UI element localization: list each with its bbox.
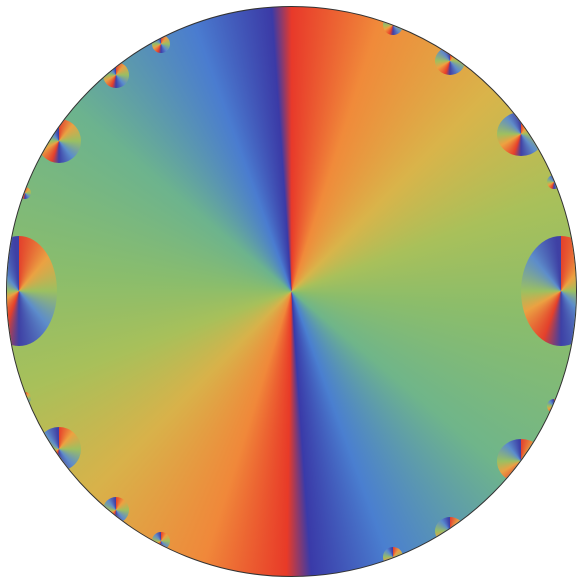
edge-feature: [152, 35, 170, 53]
edge-feature: [547, 175, 561, 189]
edge-feature: [19, 392, 31, 404]
edge-feature: [547, 399, 561, 413]
edge-feature: [497, 112, 545, 156]
edge-feature: [37, 119, 81, 163]
page: {} html, body { margin: 0; padding: 0; w…: [0, 0, 581, 582]
edge-feature: [37, 427, 81, 471]
domain-coloring-disk: [6, 6, 577, 577]
edge-feature: [435, 517, 465, 545]
edge-feature: [435, 47, 465, 75]
edge-feature: [152, 532, 170, 550]
edge-feature: [19, 187, 31, 199]
edge-feature: [383, 15, 403, 35]
body: [0, 0, 581, 582]
edge-feature: [383, 547, 403, 567]
edge-feature: [103, 497, 129, 523]
edge-feature: [521, 236, 577, 346]
edge-feature: [497, 439, 545, 483]
edge-feature: [6, 236, 57, 346]
edge-feature: [103, 62, 129, 88]
